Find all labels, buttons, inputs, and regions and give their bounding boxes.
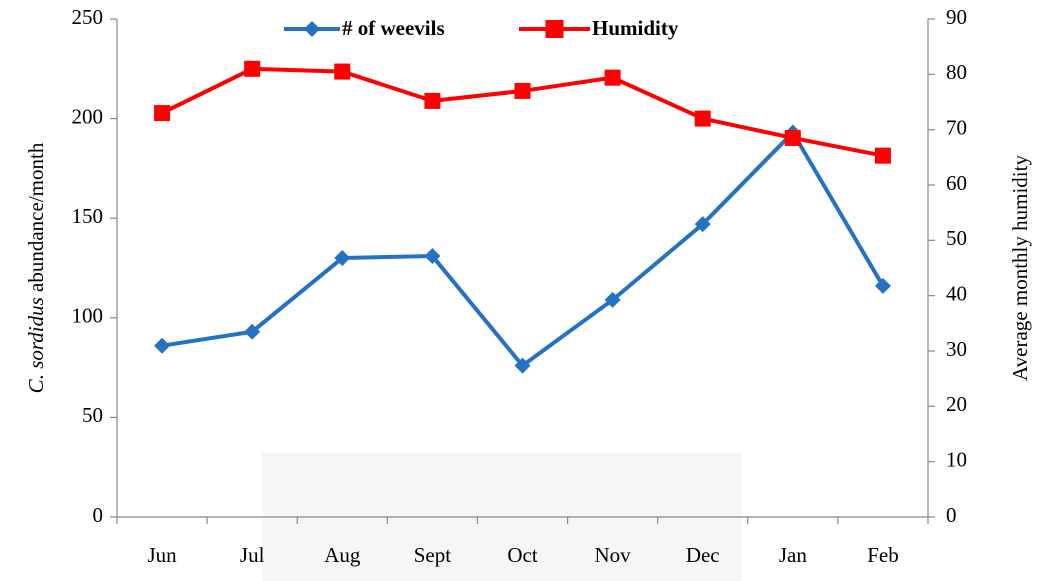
data-point [334,63,351,80]
data-point [784,129,801,146]
y2-tick-label: 20 [946,392,967,416]
x-tick-label: Feb [867,543,899,567]
y2-tick-label: 10 [946,447,967,471]
legend-marker [545,20,564,38]
y2-tick-label: 90 [946,5,967,29]
y-tick-label: 250 [72,5,104,29]
x-tick-label: Jan [779,543,807,567]
y-tick-label: 150 [72,204,104,228]
data-point [424,248,441,265]
data-point [334,250,351,267]
data-point [244,323,261,340]
series-line [161,66,884,158]
y-tick-label: 100 [72,304,104,328]
y-axis-label-italic: C. sordidus [24,297,48,393]
data-point [514,82,531,99]
legend-marker [304,21,320,37]
x-tick-label: Nov [595,543,632,567]
x-tick-label: Aug [324,543,361,567]
y-tick-label: 200 [72,104,104,128]
data-point [154,337,171,354]
data-point [514,357,531,374]
data-point [154,105,171,122]
y-tick-label: 50 [82,403,103,427]
data-point [694,216,711,233]
data-point [604,69,621,86]
data-point [244,60,261,77]
legend-label: Humidity [592,16,679,40]
y2-axis-label: Average monthly humidity [1008,155,1032,381]
y2-tick-label: 30 [946,337,967,361]
data-point [604,291,621,308]
data-point [874,147,891,164]
y2-tick-label: 80 [946,60,967,84]
y-axis-label: C. sordidus abundance/month [24,142,48,393]
y2-tick-label: 60 [946,171,967,195]
y-tick-label: 0 [93,503,104,527]
x-tick-label: Sept [414,543,452,567]
data-point [694,110,711,127]
x-tick-label: Jul [240,543,265,567]
data-point [874,277,891,294]
y2-tick-label: 50 [946,226,967,250]
y2-tick-label: 70 [946,115,967,139]
y-axis-label-rest: abundance/month [24,142,48,292]
y2-tick-label: 0 [946,503,957,527]
data-point [424,92,441,109]
x-tick-label: Jun [147,543,177,567]
legend-label: # of weevils [342,16,445,40]
series-line [161,130,885,368]
x-tick-label: Dec [686,543,720,567]
y2-tick-label: 40 [946,281,967,305]
x-tick-label: Oct [507,543,537,567]
